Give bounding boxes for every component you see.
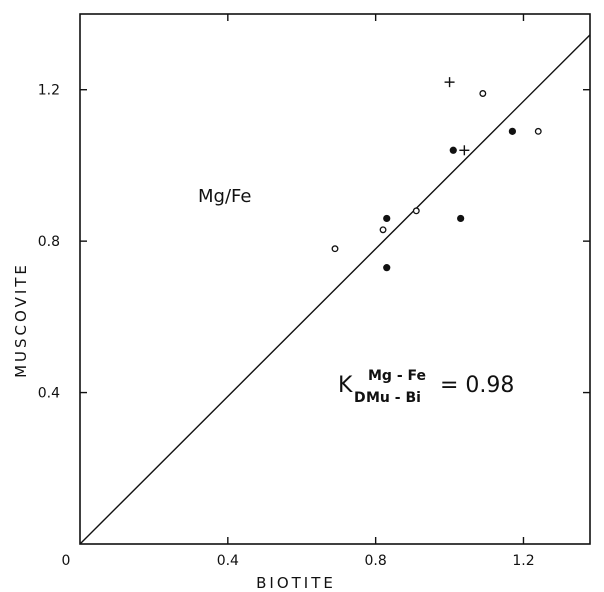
plus-point bbox=[444, 77, 455, 88]
filled-circle-point bbox=[383, 264, 391, 272]
plot-border bbox=[79, 13, 591, 545]
plot-frame bbox=[79, 13, 591, 545]
partition-equation: K D Mg - Fe Mu - Bi = 0.98 bbox=[338, 368, 514, 406]
origin-label: 0 bbox=[62, 553, 71, 569]
y-tick-label: 1.2 bbox=[38, 83, 60, 99]
open-circle-point bbox=[379, 226, 387, 234]
x-axis-title: BIOTITE bbox=[256, 574, 336, 592]
y-tick-label: 0.4 bbox=[38, 386, 60, 402]
open-circle-point bbox=[331, 245, 339, 253]
filled-circle-point bbox=[457, 214, 465, 223]
x-tick-label: 1.2 bbox=[512, 553, 534, 569]
ratio-annotation: Mg/Fe bbox=[198, 186, 251, 207]
data-points bbox=[331, 77, 542, 272]
equation-subscript-d: D bbox=[354, 390, 366, 406]
axis-ticks: 0.4 0.8 1.2 0.4 0.8 1.2 bbox=[38, 14, 590, 569]
filled-circle-point bbox=[508, 127, 516, 135]
plus-point bbox=[459, 145, 470, 156]
y-axis-title: MUSCOVITE bbox=[12, 262, 30, 378]
filled-circle-point bbox=[449, 146, 457, 154]
open-circle-point bbox=[534, 127, 542, 135]
equation-value: = 0.98 bbox=[440, 373, 514, 398]
equation-superscript: Mg - Fe bbox=[368, 368, 426, 384]
x-tick-label: 0.4 bbox=[217, 553, 239, 569]
reference-line bbox=[79, 34, 591, 545]
x-tick-label: 0.8 bbox=[365, 553, 387, 569]
open-circle-point bbox=[479, 90, 487, 97]
open-circle-point bbox=[412, 207, 420, 215]
filled-circle-point bbox=[383, 214, 391, 223]
y-tick-label: 0.8 bbox=[38, 234, 60, 250]
equation-k: K bbox=[338, 373, 353, 398]
equation-subscript: Mu - Bi bbox=[366, 390, 421, 406]
reference-line-layer bbox=[79, 34, 591, 545]
